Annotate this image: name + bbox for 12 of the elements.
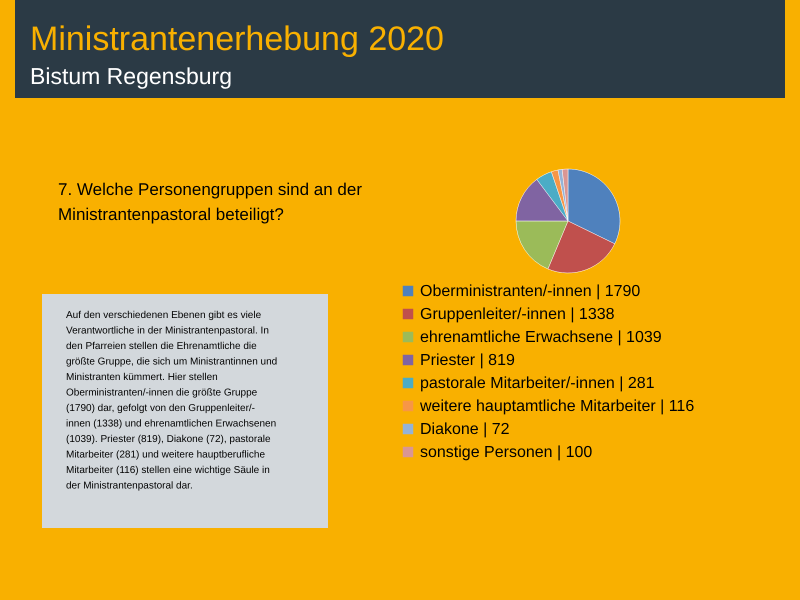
legend-label: Gruppenleiter/-innen | 1338 (420, 306, 615, 323)
legend-label: Diakone | 72 (420, 421, 510, 438)
legend-label: weitere hauptamtliche Mitarbeiter | 116 (419, 398, 694, 415)
legend-label: sonstige Personen | 100 (420, 444, 592, 461)
legend-label: Priester | 819 (420, 352, 515, 369)
text: Auf den verschiedenen Ebenen gibt es viele Verantwortliche in der Ministrantenpastoral. In den Pfarreien stellen die Ehrenamtliche die größte Gruppe, die sich um Ministrantinnen und Ministranten kümmert. Hier stellen Oberministranten/-innen die größte Gruppe (1790) dar, gefolgt von den Gruppenleiter/- innen (1338) und ehrenamtlichen Erwachsenen (1039). Priester (819), Diakone (72), pastorale Mitarbeiter (281) und weitere hauptberufliche Mitarbeiter (116) stellen eine wichtige Säule in der Ministrantenpastoral dar. (66, 310, 278, 492)
legend-label: pastorale Mitarbeiter/-innen | 281 (420, 375, 655, 392)
chart-title: Ministrantenerhebung 2020 (30, 20, 444, 58)
legend-label: ehrenamtliche Erwachsene | 1039 (420, 329, 662, 346)
legend-label: Oberministranten/-innen | 1790 (420, 283, 640, 300)
text: Bistum Regensburg (30, 63, 232, 89)
text: 7. Welche Personengruppen sind an der Ministrantenpastoral beteiligt? (58, 180, 362, 224)
